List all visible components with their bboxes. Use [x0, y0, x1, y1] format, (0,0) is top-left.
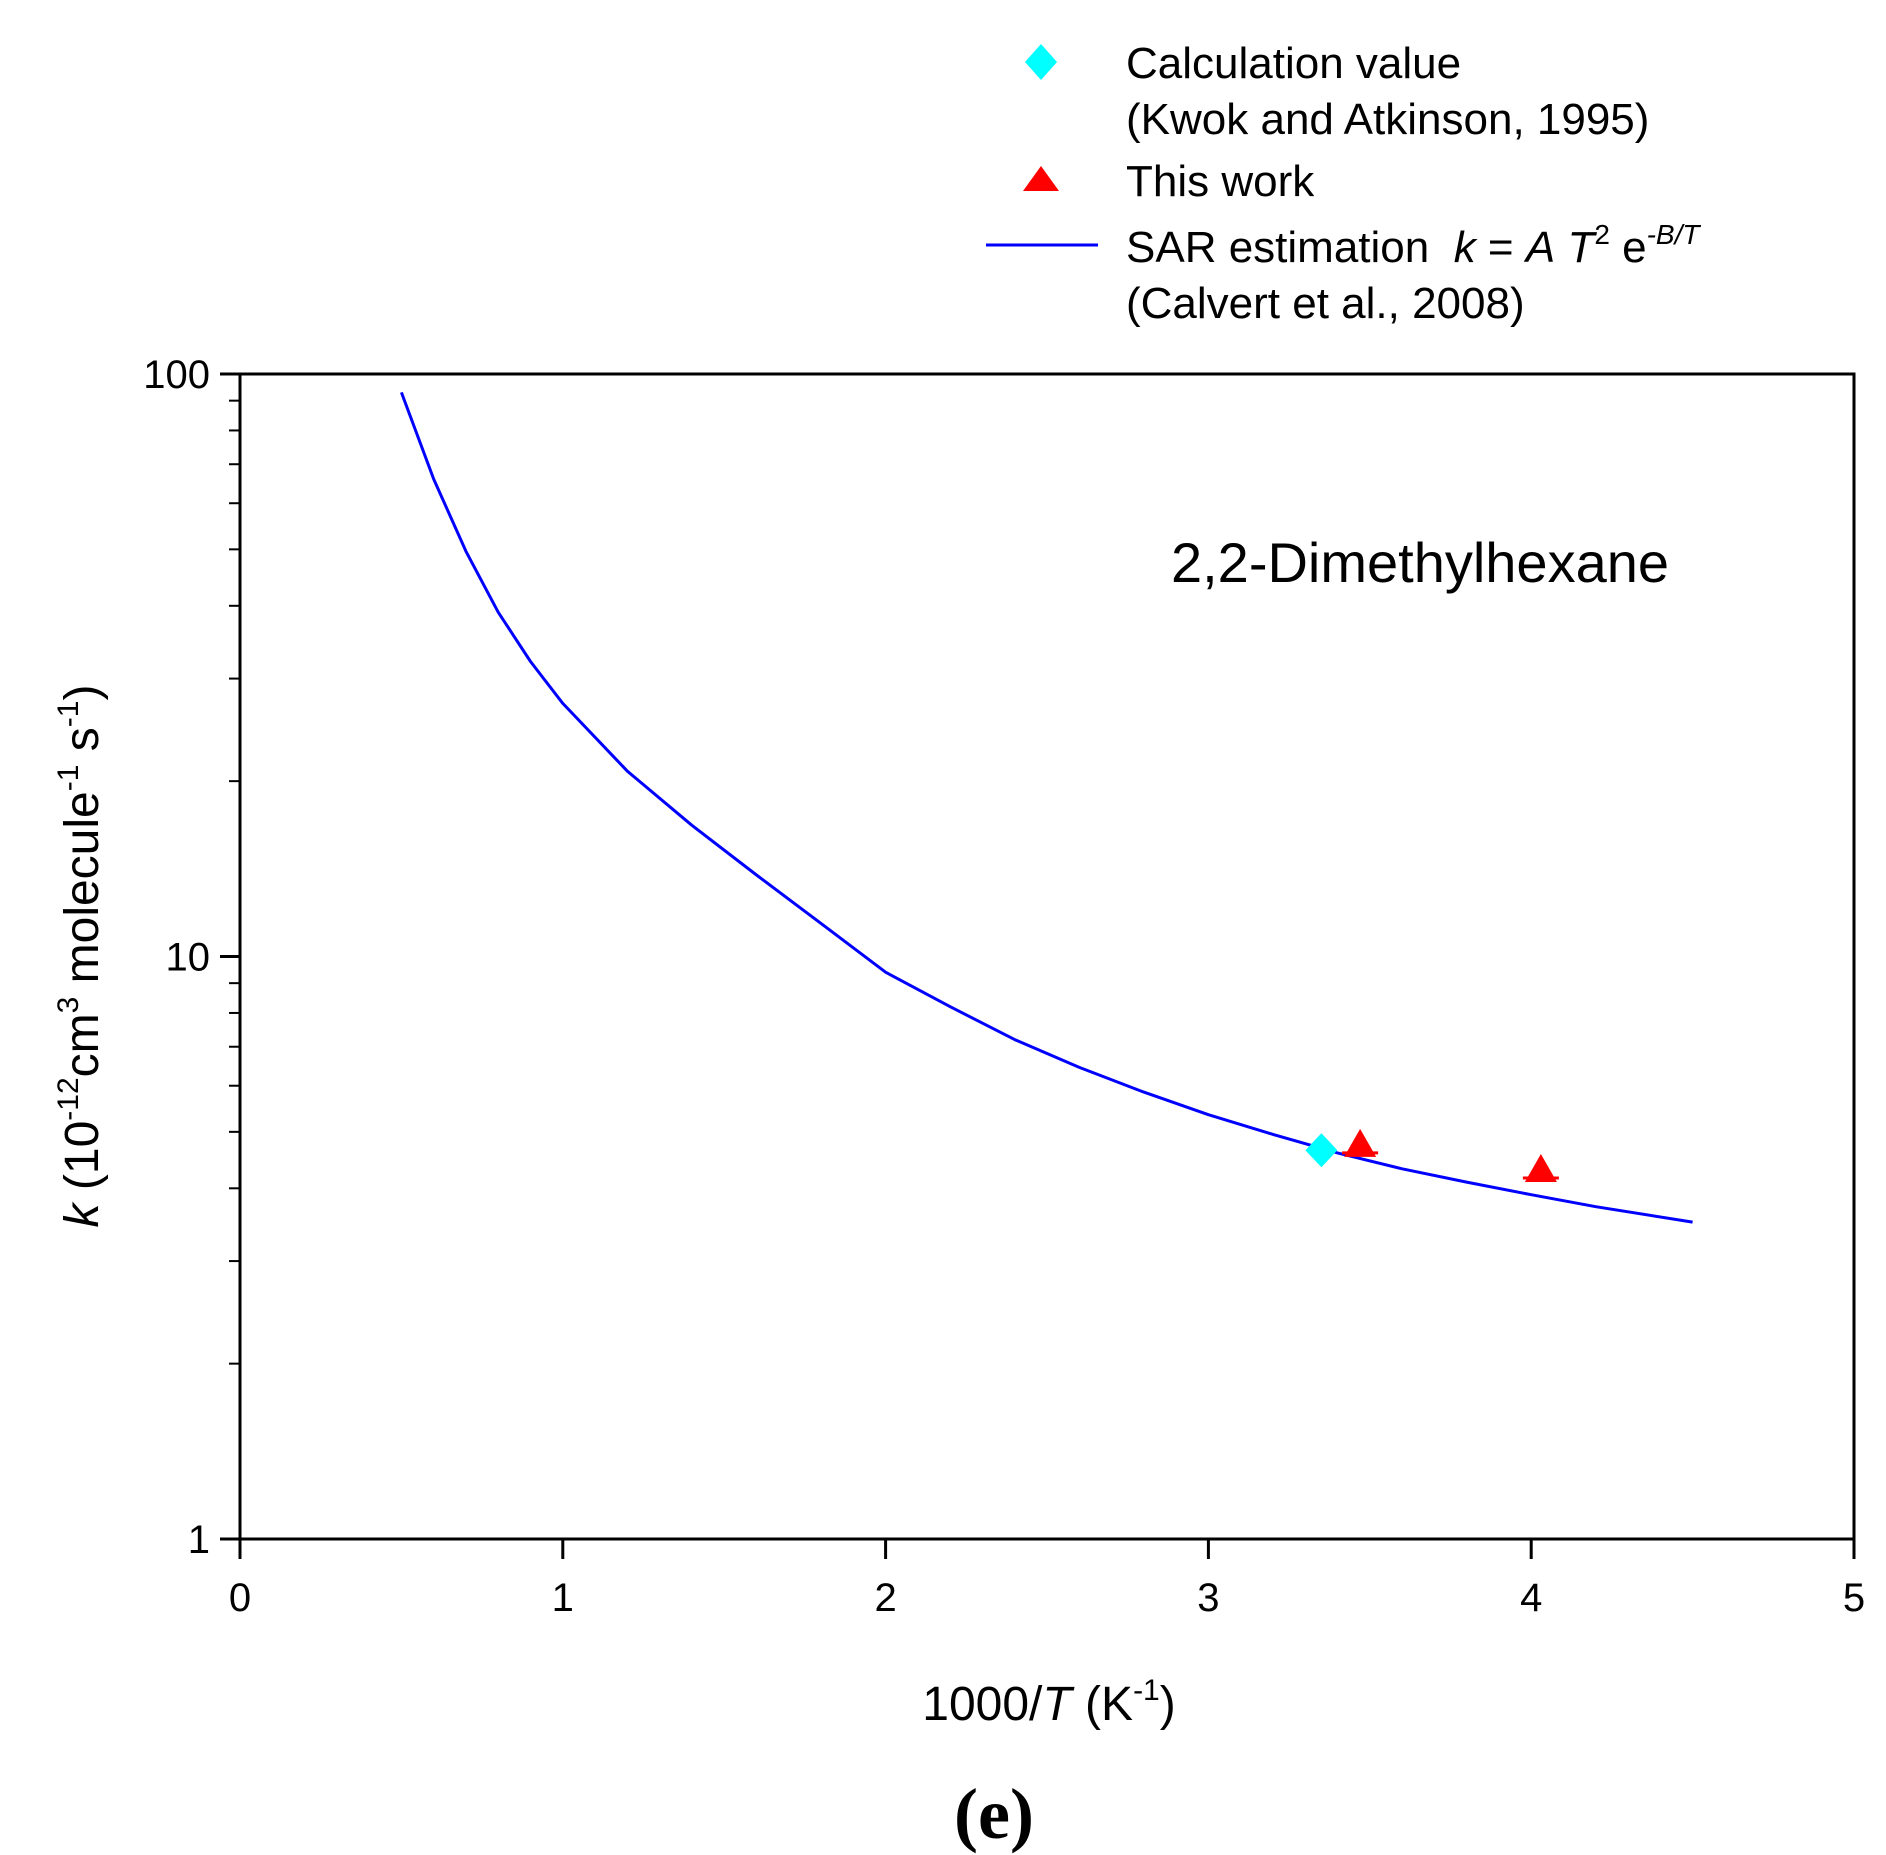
legend-thiswork-label: This work	[1126, 157, 1315, 206]
this-work-point	[1344, 1128, 1377, 1157]
legend-calc-line2: (Kwok and Atkinson, 1995)	[1126, 95, 1649, 144]
calculation-value-point	[1305, 1133, 1338, 1168]
x-tick-label: 3	[1197, 1576, 1219, 1620]
legend: Calculation value (Kwok and Atkinson, 19…	[986, 39, 1701, 328]
y-tick-label: 1	[188, 1518, 210, 1562]
x-axis-label: 1000/T (K-1)	[922, 1674, 1175, 1731]
panel-label: (e)	[954, 1774, 1034, 1854]
sar-estimation-curve	[399, 391, 1693, 1224]
y-tick-label: 10	[166, 936, 211, 980]
x-tick-label: 1	[552, 1576, 574, 1620]
chart-title: 2,2-Dimethylhexane	[1171, 531, 1669, 594]
legend-sar-line1: SAR estimation k = A T2 e-B/T	[1126, 219, 1701, 272]
x-tick-label: 5	[1843, 1576, 1865, 1620]
this-work-point	[1524, 1154, 1557, 1183]
legend-diamond-marker	[1025, 44, 1057, 80]
x-tick-label: 4	[1520, 1576, 1542, 1620]
y-tick-label: 100	[143, 353, 210, 397]
y-axis-label: k (10-12cm3 molecule-1 s-1)	[52, 685, 109, 1228]
x-tick-label: 2	[874, 1576, 896, 1620]
legend-triangle-marker	[1023, 166, 1059, 191]
legend-sar-line2: (Calvert et al., 2008)	[1126, 279, 1525, 328]
legend-calc-line1: Calculation value	[1126, 39, 1461, 88]
x-tick-label: 0	[229, 1576, 251, 1620]
series-layer	[399, 391, 1693, 1224]
